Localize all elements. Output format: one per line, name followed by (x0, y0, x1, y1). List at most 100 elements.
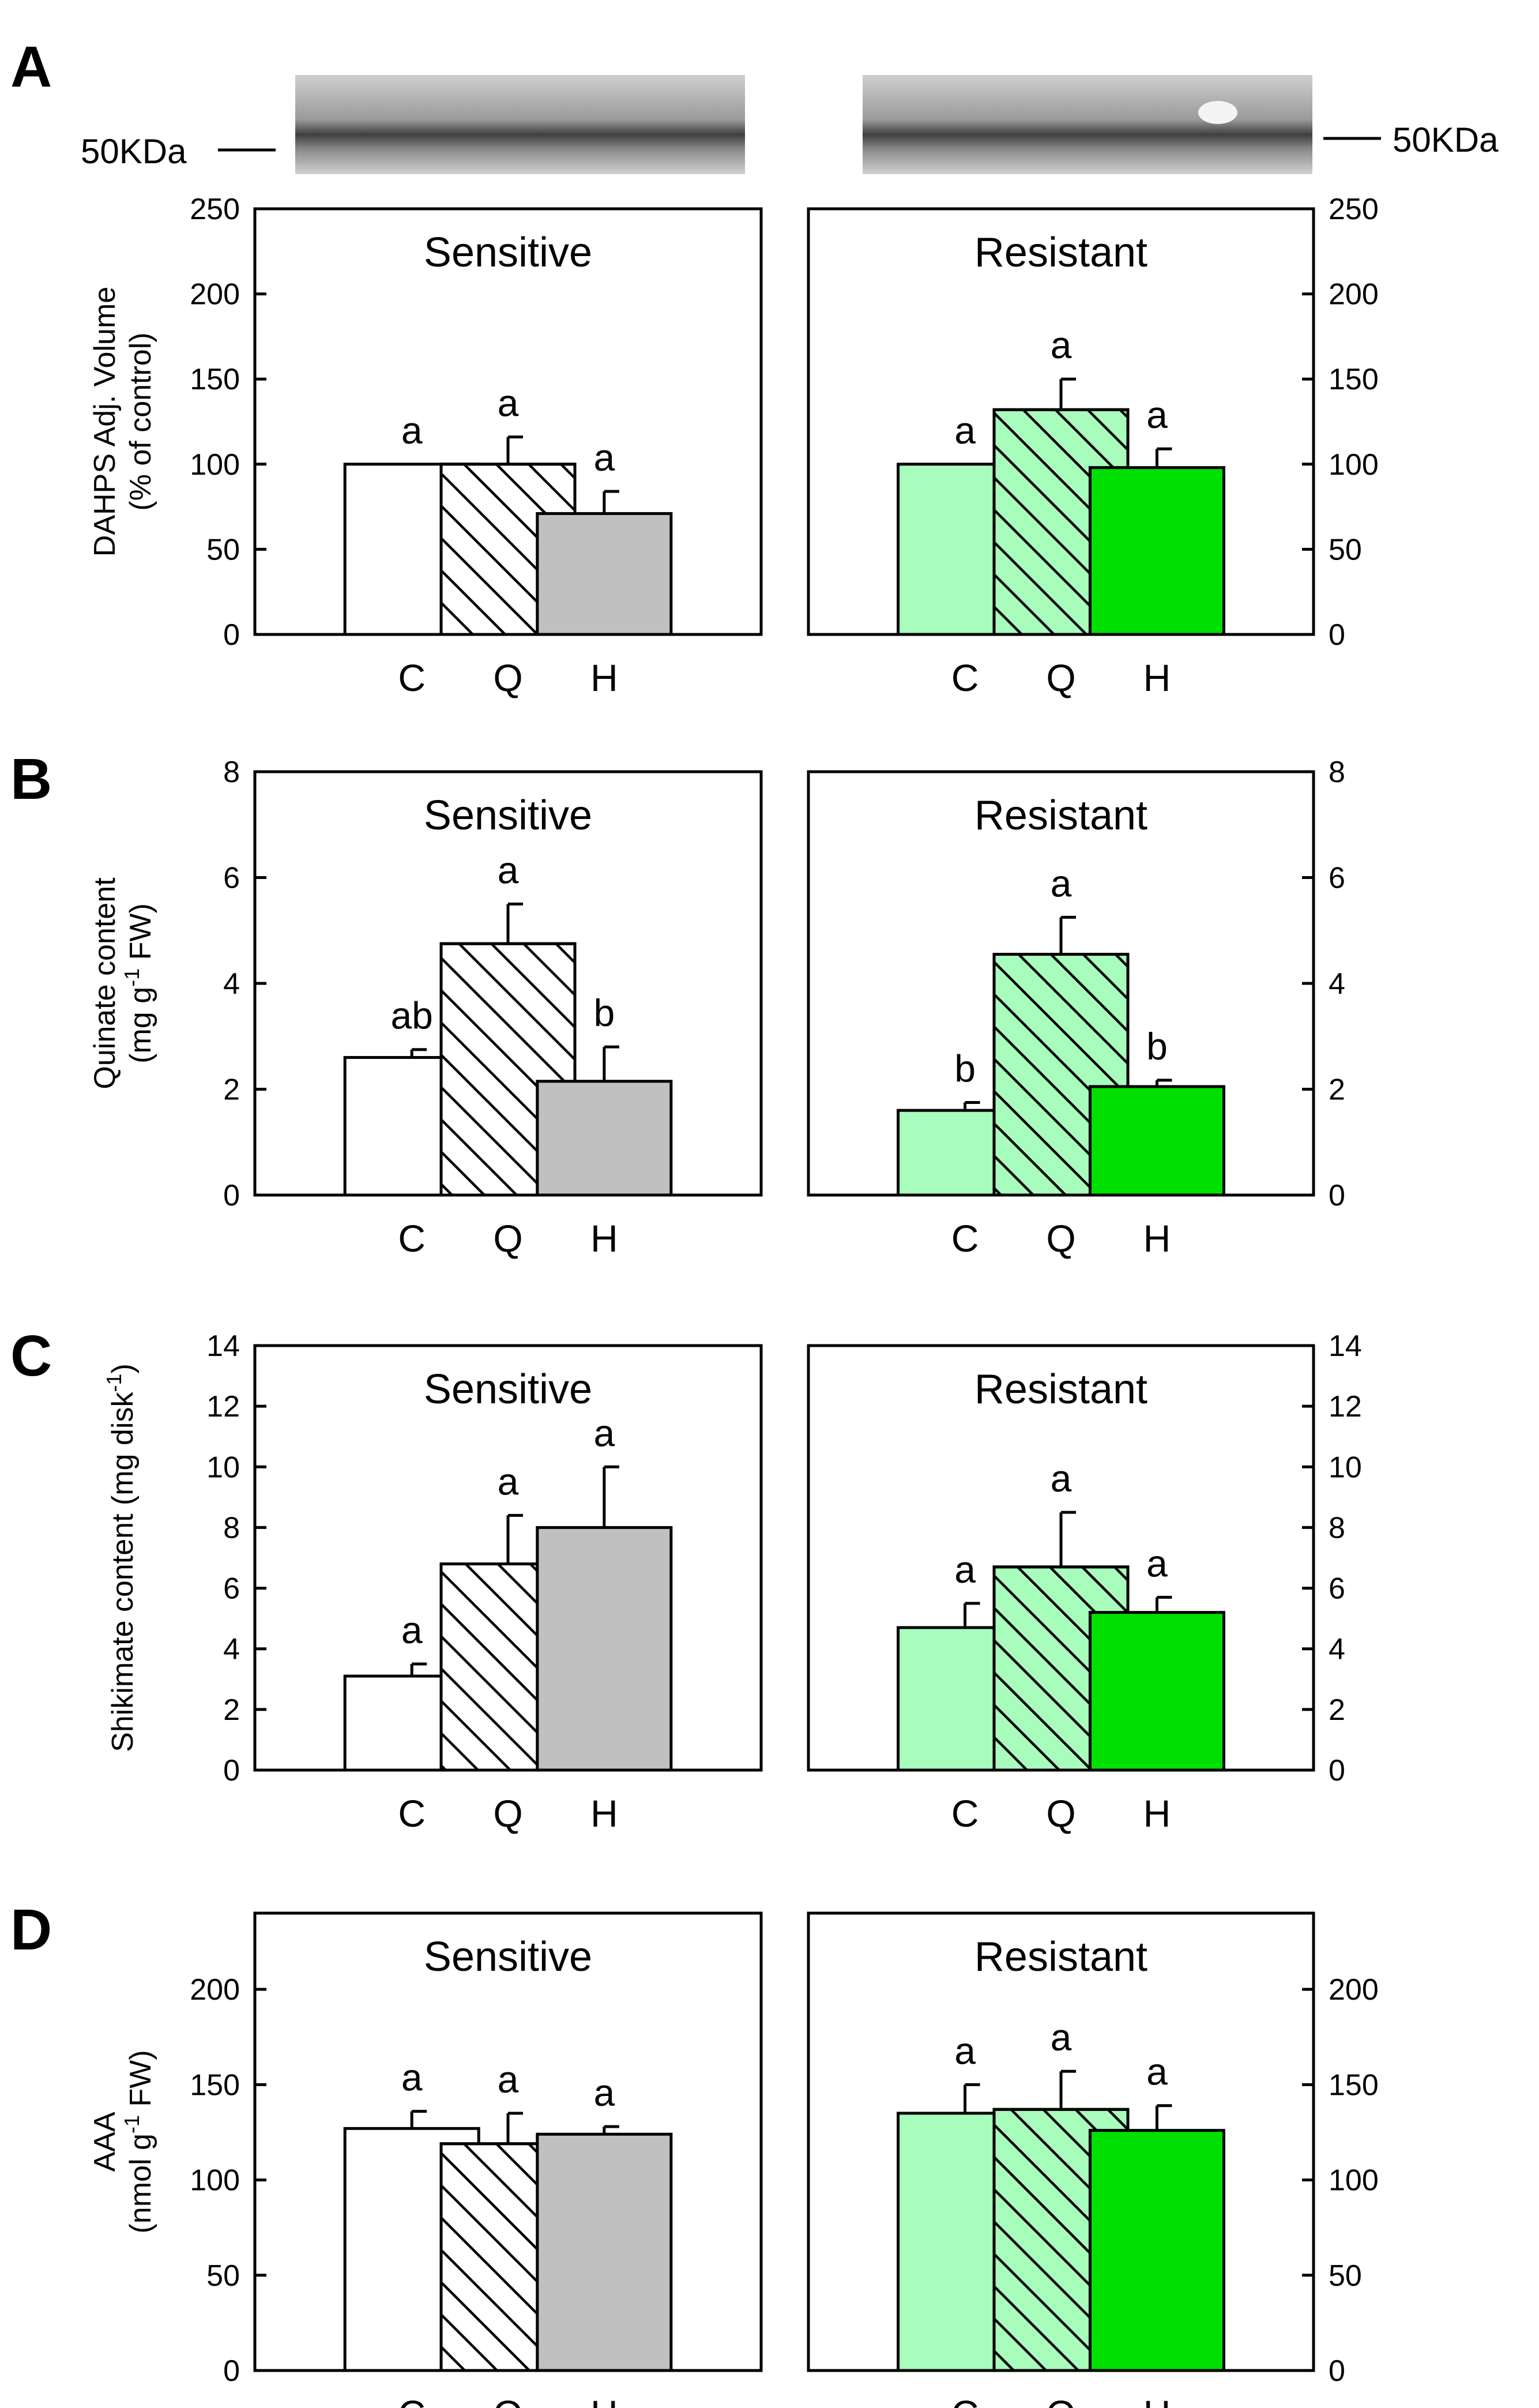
bar-C-sensitive-H (536, 1526, 673, 1772)
y-tick-label-C-right-6: 6 (1329, 1572, 1345, 1606)
y-tick-label-D-right-50: 50 (1329, 2259, 1362, 2293)
category-label-D-sensitive-C: C (398, 2392, 426, 2408)
y-tick-label-D-left-200: 200 (190, 1973, 240, 2007)
subplot-A-resistant: a Ca Qa H Resistant 0 50 100 150 200 250 (807, 193, 1379, 699)
sig-letter-A-sensitive-H: a (593, 436, 615, 479)
bar-D-sensitive-H (536, 2132, 673, 2372)
blot-marker-right: 50KDa (1393, 121, 1499, 159)
y-tick-label-A-right-100: 100 (1329, 448, 1379, 482)
y-tick-label-C-left-2: 2 (223, 1693, 240, 1727)
panel-C: C Shikimate content (mg disk-1) a Ca Qa H Sens… (10, 1324, 1362, 1835)
y-tick-label-C-right-10: 10 (1329, 1451, 1362, 1484)
category-label-D-sensitive-Q: Q (493, 2392, 522, 2408)
subplot-title-A-resistant: Resistant (974, 230, 1147, 276)
subplot-D-resistant: a Ca Qa H Resistant 0 50 100 150 200 (807, 1911, 1379, 2408)
sig-letter-A-resistant-Q: a (1051, 324, 1072, 366)
y-axis-label-A: DAHPS Adj. Volume(% of control) (88, 287, 157, 557)
category-label-C-sensitive-H: H (590, 1792, 618, 1835)
plot-frame-D-sensitive (253, 1911, 763, 2372)
sig-letter-C-resistant-C: a (954, 1548, 976, 1591)
panel-letter-C: C (10, 1324, 52, 1388)
y-axis-label-D: AAA(nmol g-1 FW) (88, 2050, 157, 2233)
bar-C-resistant-H (1088, 1611, 1225, 1772)
category-label-A-resistant-H: H (1143, 656, 1171, 699)
subplot-B-sensitive: ab Ca Qb H Sensitive 0 2 4 6 8 (223, 756, 763, 1260)
sig-letter-B-sensitive-H: b (593, 991, 615, 1034)
blot-strip-sensitive (295, 75, 745, 174)
subplot-title-B-sensitive: Sensitive (424, 792, 592, 839)
y-tick-label-D-right-100: 100 (1329, 2164, 1379, 2197)
blot-strip-resistant (863, 75, 1312, 174)
panel-letter-D: D (10, 1898, 52, 1962)
subplot-A-sensitive: a Ca Qa H Sensitive 0 50 100 150 200 250 (190, 193, 763, 699)
subplot-C-resistant: a Ca Qa H Resistant 0 2 4 6 8 10 12 14 (807, 1329, 1362, 1835)
panel-D: D AAA(nmol g-1 FW) a Ca Qa H Sensitive 0 50 100 15… (10, 1898, 1379, 2408)
y-tick-label-A-left-250: 250 (190, 193, 240, 226)
blot-artifact-spot (1198, 101, 1237, 124)
y-tick-label-D-right-0: 0 (1329, 2354, 1345, 2388)
bar-A-resistant-H (1088, 466, 1225, 636)
plot-frame-A-sensitive (253, 207, 763, 636)
sig-letter-B-resistant-C: b (954, 1047, 976, 1090)
bar-A-sensitive-H (536, 512, 673, 636)
category-label-B-sensitive-C: C (398, 1217, 426, 1260)
y-tick-label-C-right-0: 0 (1329, 1754, 1345, 1787)
sig-letter-A-sensitive-Q: a (498, 382, 519, 425)
y-tick-label-C-left-6: 6 (223, 1572, 240, 1606)
subplot-title-B-resistant: Resistant (974, 792, 1147, 839)
plot-frame-C-resistant (807, 1344, 1315, 1772)
sig-letter-B-sensitive-Q: a (498, 848, 519, 891)
sig-letter-C-sensitive-H: a (593, 1411, 615, 1454)
category-label-A-sensitive-C: C (398, 656, 426, 699)
category-label-C-sensitive-C: C (398, 1792, 426, 1835)
sig-letter-B-resistant-Q: a (1051, 862, 1072, 904)
panel-letter-B: B (10, 747, 52, 812)
y-tick-label-A-left-100: 100 (190, 448, 240, 482)
y-tick-label-B-left-2: 2 (223, 1073, 240, 1107)
category-label-B-resistant-Q: Q (1046, 1217, 1075, 1260)
y-tick-label-C-right-14: 14 (1329, 1329, 1362, 1363)
sig-letter-B-resistant-H: b (1146, 1025, 1168, 1068)
y-tick-label-A-right-200: 200 (1329, 278, 1379, 311)
category-label-C-resistant-Q: Q (1046, 1792, 1075, 1835)
subplot-title-C-sensitive: Sensitive (424, 1366, 592, 1413)
plot-frame-C-sensitive (253, 1344, 763, 1772)
category-label-A-resistant-C: C (951, 656, 979, 699)
sig-letter-D-resistant-H: a (1146, 2050, 1168, 2093)
y-tick-label-B-left-0: 0 (223, 1179, 240, 1212)
y-tick-label-A-left-50: 50 (206, 533, 240, 566)
y-axis-label-C: Shikimate content (mg disk-1) (102, 1363, 140, 1752)
sig-letter-C-resistant-H: a (1146, 1542, 1168, 1584)
category-label-D-resistant-C: C (951, 2392, 979, 2408)
category-label-A-sensitive-H: H (590, 656, 618, 699)
y-tick-label-B-right-0: 0 (1329, 1179, 1345, 1212)
y-tick-label-B-right-2: 2 (1329, 1073, 1345, 1107)
y-tick-label-C-right-12: 12 (1329, 1390, 1362, 1423)
y-tick-label-D-right-200: 200 (1329, 1973, 1379, 2007)
y-tick-label-D-left-50: 50 (206, 2259, 240, 2293)
y-tick-label-C-left-14: 14 (206, 1329, 240, 1363)
blot-marker-left: 50KDa (81, 132, 187, 171)
subplot-title-D-sensitive: Sensitive (424, 1934, 592, 1980)
panel-A: A DAHPS Adj. Volume(% of control) a Ca Qa H Se… (10, 35, 1379, 699)
y-tick-label-C-left-8: 8 (223, 1511, 240, 1545)
subplot-C-sensitive: a Ca Qa H Sensitive 0 2 4 6 8 10 12 14 (206, 1329, 763, 1835)
y-tick-label-C-left-12: 12 (206, 1390, 240, 1423)
y-tick-label-C-left-10: 10 (206, 1451, 240, 1484)
sig-letter-D-resistant-C: a (954, 2029, 976, 2072)
plot-frame-A-resistant (807, 207, 1315, 636)
panel-letter-A: A (10, 35, 52, 99)
y-tick-label-D-left-150: 150 (190, 2068, 240, 2102)
sig-letter-C-sensitive-Q: a (498, 1460, 519, 1502)
y-tick-label-A-left-150: 150 (190, 363, 240, 396)
bar-B-resistant-H (1088, 1085, 1225, 1197)
subplot-title-D-resistant: Resistant (974, 1934, 1147, 1980)
y-tick-label-B-left-4: 4 (223, 967, 240, 1001)
subplot-title-C-resistant: Resistant (974, 1366, 1147, 1413)
y-tick-label-B-left-6: 6 (223, 862, 240, 895)
y-tick-label-D-left-100: 100 (190, 2164, 240, 2197)
sig-letter-A-resistant-H: a (1146, 393, 1168, 436)
sig-letter-D-sensitive-H: a (593, 2071, 615, 2114)
category-label-D-resistant-H: H (1143, 2392, 1171, 2408)
